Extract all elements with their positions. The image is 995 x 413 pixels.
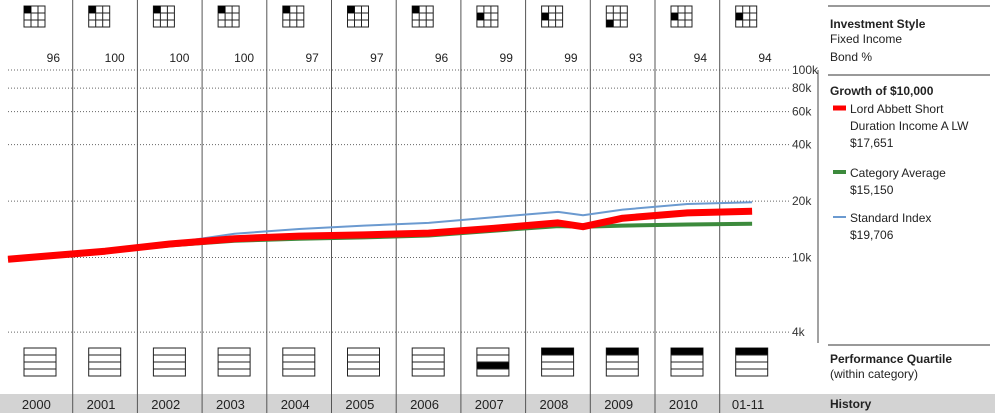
quartile-box-icon [152, 347, 186, 377]
legend-fund-value: $17,651 [850, 136, 894, 150]
style-box-icon [411, 5, 434, 28]
bond-pct-value: 93 [629, 51, 643, 65]
quartile-box-icon [605, 347, 639, 377]
quartile-box-filled-row [671, 348, 703, 355]
y-tick-label: 80k [792, 81, 812, 95]
quartile-box-filled-row [476, 362, 509, 369]
style-box-filled-cell [218, 6, 226, 13]
quartile-box-icon [88, 347, 122, 377]
bond-pct-value: 94 [758, 51, 772, 65]
quartile-subtitle: (within category) [830, 367, 919, 381]
style-box-icon [605, 5, 628, 28]
bond-pct-value: 96 [47, 51, 61, 65]
style-box-filled-cell [606, 20, 614, 27]
style-box-icon [476, 5, 499, 28]
style-box-icon [347, 5, 369, 28]
year-label: 2005 [345, 397, 374, 412]
style-box-filled-cell [347, 6, 355, 13]
quartile-box-icon [347, 347, 380, 377]
year-label: 2009 [604, 397, 633, 412]
year-label: 2006 [410, 397, 439, 412]
style-box-icon [217, 5, 240, 28]
style-box-icon [282, 5, 305, 28]
style-box-filled-cell [412, 6, 420, 13]
legend-category-label: Category Average [850, 166, 946, 180]
bond-pct-value: 100 [234, 51, 254, 65]
style-box-icon [88, 5, 111, 28]
style-box-filled-cell [282, 6, 290, 13]
legend-fund-line1: Lord Abbett Short [850, 102, 944, 116]
quartile-box-icon [282, 347, 316, 377]
y-tick-label: 60k [792, 105, 812, 119]
style-box-filled-cell [88, 6, 96, 13]
y-tick-label: 4k [792, 325, 806, 339]
year-label: 2000 [22, 397, 51, 412]
series-line-0 [7, 207, 753, 263]
style-box-icon [152, 5, 175, 28]
style-box-filled-cell [153, 6, 161, 13]
bond-pct-value: 100 [169, 51, 189, 65]
investment-style-fixed-income: Fixed Income [830, 32, 903, 46]
bond-pct-value: 94 [694, 51, 708, 65]
history-band [0, 394, 995, 413]
history-label: History [830, 397, 872, 411]
legend-swatch-1 [833, 170, 846, 174]
bond-pct-value: 97 [305, 51, 319, 65]
legend-swatch-0 [833, 105, 846, 111]
year-label: 2007 [475, 397, 504, 412]
quartile-box-icon [23, 347, 57, 377]
investment-style-bond-pct: Bond % [830, 50, 873, 64]
quartile-box-icon [217, 347, 251, 377]
y-tick-label: 40k [792, 138, 812, 152]
bond-pct-value: 97 [370, 51, 384, 65]
legend-index-label: Standard Index [850, 211, 932, 225]
quartile-box-icon [411, 347, 445, 377]
growth-title: Growth of $10,000 [830, 84, 934, 98]
style-box-filled-cell [24, 6, 31, 13]
style-box-filled-cell [735, 13, 743, 20]
legend-fund-line2: Duration Income A LW [850, 119, 969, 133]
investment-style-title: Investment Style [830, 17, 926, 31]
style-box-icon [735, 5, 758, 28]
quartile-title: Performance Quartile [830, 352, 953, 366]
bond-pct-value: 99 [564, 51, 578, 65]
quartile-box-filled-row [606, 348, 639, 355]
style-box-icon [670, 5, 693, 28]
year-label: 2010 [669, 397, 698, 412]
year-label: 2008 [539, 397, 568, 412]
style-box-icon [541, 5, 564, 28]
year-label: 01-11 [732, 397, 764, 412]
y-tick-label: 20k [792, 194, 812, 208]
legend-category-value: $15,150 [850, 183, 894, 197]
year-label: 2001 [87, 397, 116, 412]
quartile-box-filled-row [541, 348, 574, 355]
quartile-box-icon [670, 347, 704, 377]
quartile-box-icon [541, 347, 575, 377]
bond-pct-value: 99 [500, 51, 514, 65]
quartile-box-filled-row [735, 348, 768, 355]
year-label: 2004 [281, 397, 310, 412]
y-tick-label: 100k [792, 63, 819, 77]
bond-pct-value: 96 [435, 51, 449, 65]
style-box-filled-cell [671, 13, 678, 20]
series-line-1 [7, 221, 753, 262]
legend-swatch-2 [833, 216, 846, 218]
y-tick-label: 10k [792, 251, 812, 265]
year-label: 2003 [216, 397, 245, 412]
legend-index-value: $19,706 [850, 228, 894, 242]
quartile-box-icon [476, 347, 510, 377]
quartile-box-icon [735, 347, 769, 377]
bond-pct-value: 100 [105, 51, 125, 65]
style-box-icon [23, 5, 46, 28]
style-box-filled-cell [541, 13, 549, 20]
style-box-filled-cell [476, 13, 484, 20]
year-label: 2002 [151, 397, 180, 412]
